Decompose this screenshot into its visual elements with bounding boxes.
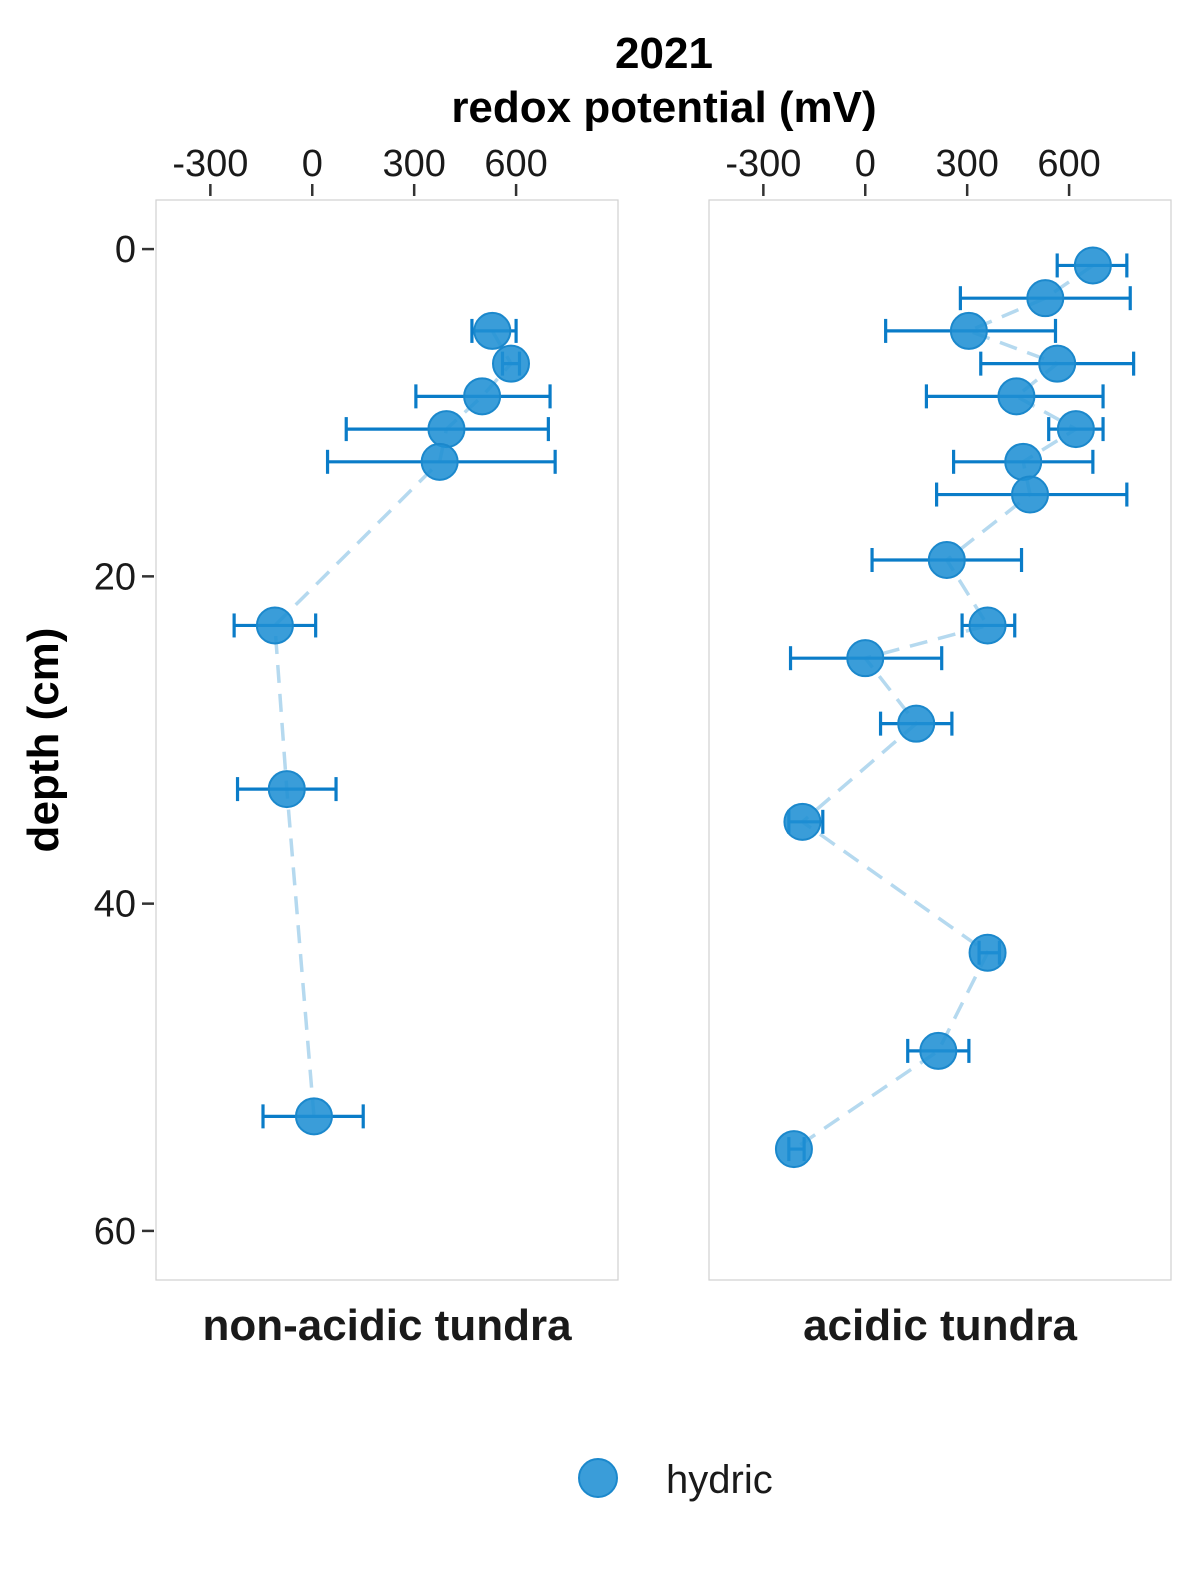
x-axis-label: redox potential (mV) <box>451 83 876 132</box>
panel-1: -300 0 300 600 0 20 40 60 non-acidic tundra <box>94 143 619 1350</box>
data-point-hydric <box>420 442 459 481</box>
data-point-hydric <box>919 1031 958 1070</box>
x-tick-label: 300 <box>935 143 998 185</box>
x-tick-label: 0 <box>855 143 876 185</box>
data-point-hydric <box>1056 410 1095 449</box>
data-point-hydric <box>774 1130 813 1169</box>
data-point-hydric <box>427 410 466 449</box>
series-line-hydric <box>792 264 1094 1151</box>
y-tick-label: 40 <box>94 884 136 926</box>
data-point-hydric <box>997 377 1036 416</box>
data-point-hydric <box>1038 344 1077 383</box>
panel-frame <box>708 199 1172 1281</box>
x-tick-label: -300 <box>172 143 248 185</box>
legend: hydric <box>578 1458 773 1502</box>
data-point-hydric <box>473 311 512 350</box>
data-point-hydric <box>294 1097 333 1136</box>
y-tick-label: 20 <box>94 556 136 598</box>
data-point-hydric <box>255 606 294 645</box>
panel-label: non-acidic tundra <box>202 1301 572 1350</box>
x-tick-label: 600 <box>1037 143 1100 185</box>
legend-key-hydric <box>578 1458 618 1498</box>
y-axis-label: depth (cm) <box>19 628 68 853</box>
data-point-hydric <box>1011 475 1050 514</box>
legend-label-hydric: hydric <box>666 1458 773 1502</box>
data-point-hydric <box>783 802 822 841</box>
y-tick-label: 60 <box>94 1211 136 1253</box>
data-point-hydric <box>968 933 1007 972</box>
y-tick-label: 0 <box>115 229 136 271</box>
data-point-hydric <box>267 770 306 809</box>
data-point-hydric <box>1004 442 1043 481</box>
data-point-hydric <box>846 639 885 678</box>
x-tick-label: -300 <box>725 143 801 185</box>
panel-frame <box>155 199 619 1281</box>
x-tick-label: 600 <box>484 143 547 185</box>
data-point-hydric <box>1026 279 1065 318</box>
data-point-hydric <box>897 704 936 743</box>
data-point-hydric <box>491 344 530 383</box>
data-point-hydric <box>968 606 1007 645</box>
panel-label: acidic tundra <box>803 1301 1077 1350</box>
data-point-hydric <box>1073 246 1112 285</box>
x-tick-label: 0 <box>302 143 323 185</box>
x-tick-label: 300 <box>382 143 445 185</box>
data-point-hydric <box>463 377 502 416</box>
chart-title: 2021 <box>615 29 713 78</box>
panel-2: -300 0 300 600 acidic tundra <box>708 143 1172 1350</box>
series-line-hydric <box>273 330 514 1117</box>
data-point-hydric <box>927 541 966 579</box>
plot-area: -300 0 300 600 0 20 40 60 non-acidic tundra -300 0… <box>94 143 1172 1350</box>
data-point-hydric <box>949 311 988 350</box>
